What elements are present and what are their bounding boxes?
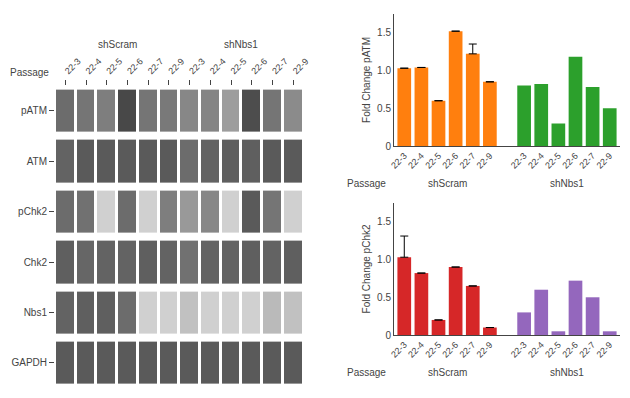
svg-text:Passage: Passage: [10, 67, 49, 78]
svg-text:Nbs1: Nbs1: [24, 307, 48, 318]
svg-text:22-3: 22-3: [389, 151, 409, 171]
svg-text:shNbs1: shNbs1: [550, 178, 584, 189]
svg-text:pChk2: pChk2: [18, 206, 47, 217]
svg-text:22-9: 22-9: [291, 56, 311, 76]
svg-text:22-5: 22-5: [423, 151, 443, 171]
svg-text:pATM: pATM: [21, 105, 47, 116]
svg-text:22-7: 22-7: [577, 340, 597, 360]
svg-text:0: 0: [385, 141, 391, 152]
svg-text:22-3: 22-3: [509, 340, 529, 360]
svg-text:22-6: 22-6: [249, 56, 269, 76]
svg-text:shNbs1: shNbs1: [550, 367, 584, 378]
svg-text:22-9: 22-9: [166, 56, 186, 76]
svg-text:22-3: 22-3: [389, 340, 409, 360]
svg-text:22-4: 22-4: [406, 151, 426, 171]
svg-text:0.5: 0.5: [377, 292, 391, 303]
svg-text:22-6: 22-6: [440, 340, 460, 360]
svg-text:22-9: 22-9: [475, 340, 495, 360]
svg-text:Passage: Passage: [347, 178, 386, 189]
svg-text:shScram: shScram: [428, 178, 467, 189]
svg-text:22-3: 22-3: [509, 151, 529, 171]
svg-text:22-9: 22-9: [595, 340, 615, 360]
svg-text:ATM: ATM: [27, 156, 47, 167]
svg-text:22-6: 22-6: [125, 56, 145, 76]
svg-text:shScram: shScram: [98, 39, 137, 50]
svg-text:1.5: 1.5: [377, 27, 391, 38]
svg-text:22-5: 22-5: [104, 56, 124, 76]
svg-text:0: 0: [385, 330, 391, 341]
svg-text:22-5: 22-5: [543, 151, 563, 171]
svg-text:22-5: 22-5: [543, 340, 563, 360]
svg-text:22-4: 22-4: [208, 56, 228, 76]
svg-text:22-3: 22-3: [63, 56, 83, 76]
svg-text:22-5: 22-5: [423, 340, 443, 360]
svg-text:shNbs1: shNbs1: [224, 39, 258, 50]
svg-text:22-7: 22-7: [270, 56, 290, 76]
svg-text:22-4: 22-4: [526, 340, 546, 360]
svg-text:22-4: 22-4: [526, 151, 546, 171]
svg-text:1.0: 1.0: [377, 65, 391, 76]
svg-text:Fold Change pChk2: Fold Change pChk2: [361, 224, 372, 313]
svg-text:22-7: 22-7: [146, 56, 166, 76]
svg-text:Fold Change pATM: Fold Change pATM: [361, 37, 372, 123]
svg-text:1.5: 1.5: [377, 216, 391, 227]
svg-text:22-6: 22-6: [560, 340, 580, 360]
svg-text:22-6: 22-6: [440, 151, 460, 171]
svg-text:GAPDH: GAPDH: [11, 357, 47, 368]
svg-text:22-7: 22-7: [458, 340, 478, 360]
svg-text:22-4: 22-4: [84, 56, 104, 76]
svg-text:22-4: 22-4: [406, 340, 426, 360]
svg-text:22-9: 22-9: [595, 151, 615, 171]
svg-text:22-5: 22-5: [229, 56, 249, 76]
svg-text:22-9: 22-9: [475, 151, 495, 171]
svg-text:0.5: 0.5: [377, 103, 391, 114]
svg-text:22-7: 22-7: [458, 151, 478, 171]
svg-text:22-3: 22-3: [187, 56, 207, 76]
svg-text:shScram: shScram: [428, 367, 467, 378]
svg-text:22-6: 22-6: [560, 151, 580, 171]
svg-text:Chk2: Chk2: [24, 257, 48, 268]
svg-text:1.0: 1.0: [377, 254, 391, 265]
svg-text:Passage: Passage: [347, 367, 386, 378]
svg-text:22-7: 22-7: [577, 151, 597, 171]
